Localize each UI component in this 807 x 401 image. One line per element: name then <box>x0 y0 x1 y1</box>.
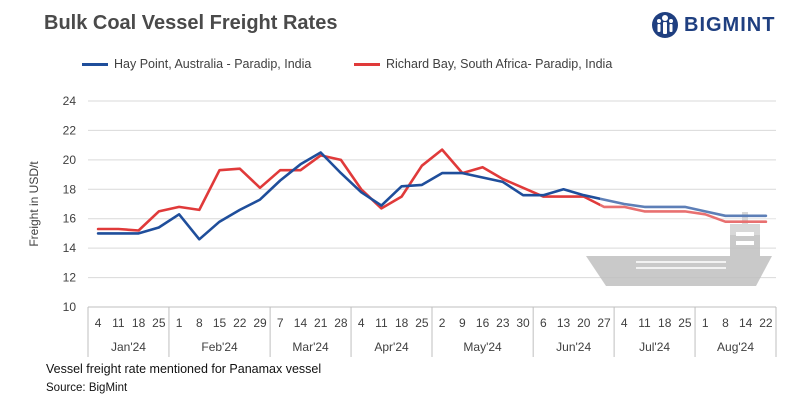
x-tick-label: 21 <box>314 316 328 330</box>
y-tick-label: 20 <box>63 153 77 167</box>
x-month-label: Aug'24 <box>717 340 754 354</box>
y-tick-label: 16 <box>63 212 77 226</box>
x-tick-label: 23 <box>496 316 510 330</box>
ship-bridge-icon <box>730 224 760 256</box>
x-tick-label: 15 <box>213 316 227 330</box>
x-tick-label: 18 <box>658 316 672 330</box>
chart-title: Bulk Coal Vessel Freight Rates <box>44 12 338 34</box>
x-month-label: Apr'24 <box>374 340 409 354</box>
x-tick-label: 14 <box>739 316 753 330</box>
x-tick-label: 22 <box>759 316 773 330</box>
x-tick-label: 11 <box>112 316 125 330</box>
x-tick-label: 2 <box>439 316 446 330</box>
legend-swatch-series-1 <box>82 63 108 66</box>
x-tick-label: 7 <box>277 316 284 330</box>
y-tick-label: 12 <box>63 271 77 285</box>
x-tick-label: 9 <box>459 316 466 330</box>
x-tick-label: 6 <box>540 316 547 330</box>
x-tick-label: 20 <box>577 316 591 330</box>
x-tick-label: 29 <box>253 316 267 330</box>
x-tick-label: 1 <box>702 316 709 330</box>
x-tick-label: 18 <box>395 316 409 330</box>
x-tick-label: 4 <box>621 316 628 330</box>
x-month-label: Jan'24 <box>111 340 146 354</box>
x-tick-label: 4 <box>95 316 102 330</box>
x-tick-label: 18 <box>132 316 146 330</box>
x-tick-label: 25 <box>415 316 429 330</box>
x-tick-label: 22 <box>233 316 247 330</box>
x-tick-label: 25 <box>152 316 166 330</box>
legend-swatch-series-2 <box>354 63 380 66</box>
x-month-label: May'24 <box>463 340 502 354</box>
ship-mast-icon <box>742 212 748 224</box>
y-axis-label: Freight in USD/t <box>27 161 41 247</box>
y-tick-label: 18 <box>63 182 77 196</box>
x-tick-label: 8 <box>722 316 729 330</box>
y-tick-label: 22 <box>63 123 77 137</box>
bigmint-people-icon <box>652 12 678 38</box>
y-tick-label: 10 <box>63 300 77 314</box>
x-tick-label: 27 <box>597 316 611 330</box>
source-note: Source: BigMint <box>46 382 128 394</box>
watermark-overlay <box>600 195 776 235</box>
x-tick-label: 13 <box>557 316 571 330</box>
legend-label-series-2: Richard Bay, South Africa- Paradip, Indi… <box>386 57 613 71</box>
ship-window-icon <box>736 241 754 245</box>
x-tick-label: 11 <box>638 316 651 330</box>
x-tick-label: 16 <box>476 316 490 330</box>
x-tick-label: 8 <box>196 316 203 330</box>
bigmint-logo: BIGMINT <box>650 10 800 40</box>
ship-window-icon <box>736 232 754 236</box>
series-line-1 <box>96 151 768 241</box>
ship-hull-icon <box>586 256 772 286</box>
x-tick-label: 4 <box>358 316 365 330</box>
x-month-label: Jul'24 <box>639 340 670 354</box>
logo-text: BIGMINT <box>684 14 776 36</box>
footnote: Vessel freight rate mentioned for Panama… <box>46 362 322 376</box>
x-tick-label: 14 <box>294 316 308 330</box>
y-tick-label: 24 <box>63 94 77 108</box>
legend-label-series-1: Hay Point, Australia - Paradip, India <box>114 57 312 71</box>
x-tick-label: 30 <box>516 316 530 330</box>
x-tick-label: 11 <box>375 316 388 330</box>
x-month-label: Jun'24 <box>556 340 591 354</box>
y-tick-label: 14 <box>63 241 77 255</box>
x-month-label: Mar'24 <box>292 340 329 354</box>
x-tick-label: 25 <box>678 316 692 330</box>
x-tick-label: 1 <box>176 316 183 330</box>
x-month-label: Feb'24 <box>201 340 238 354</box>
x-tick-label: 28 <box>334 316 348 330</box>
series-line-2 <box>96 148 768 232</box>
